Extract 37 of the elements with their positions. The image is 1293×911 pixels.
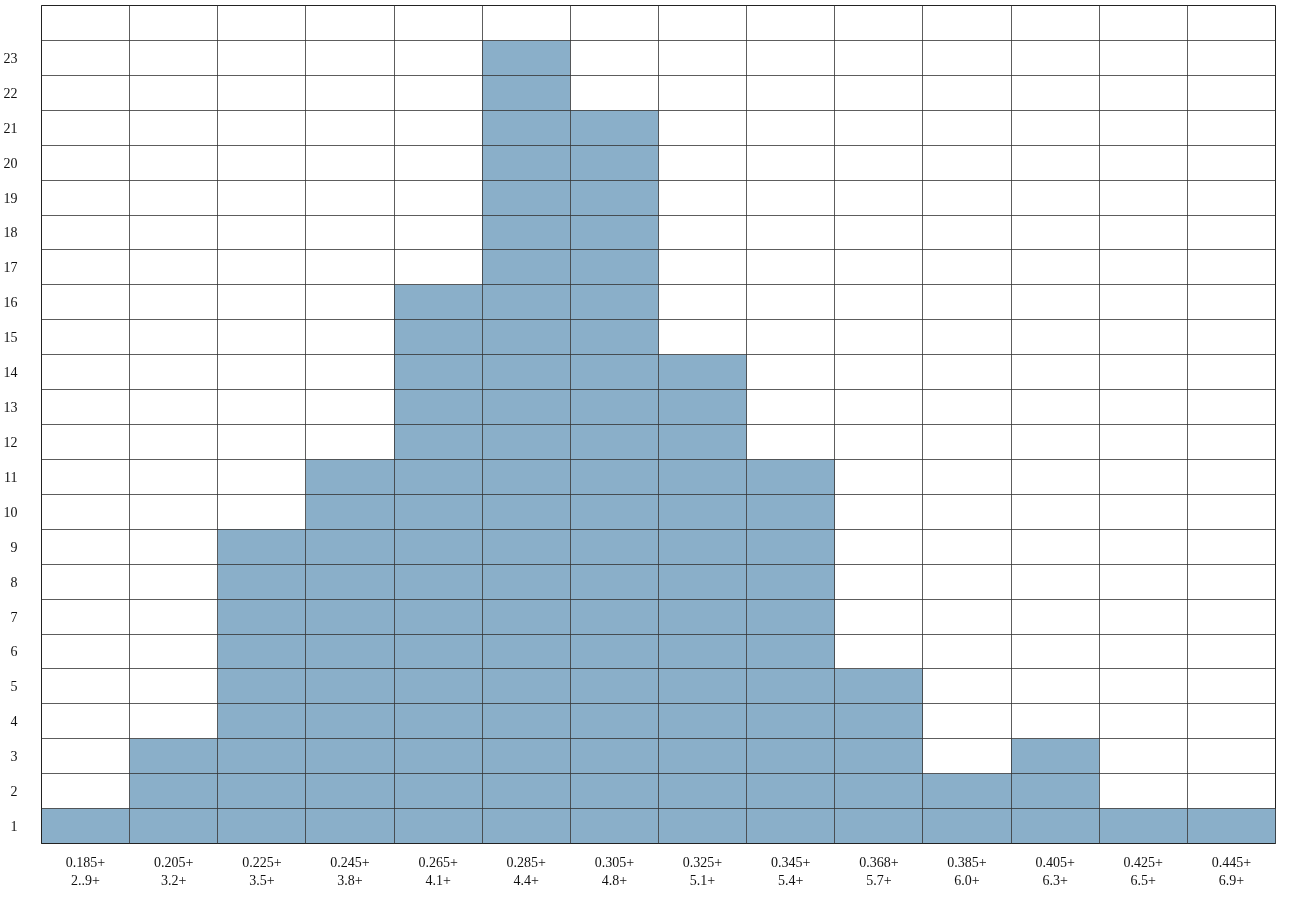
x-tick-label: 0.325+ 5.1+ [682,854,723,888]
y-tick-label: 5 [10,679,18,695]
y-tick-label: 19 [3,190,18,206]
x-tick-label: 0.265+ 4.1+ [418,854,458,888]
x-tick-label: 0.305+ 4.8+ [594,854,635,888]
x-tick-label: 0.368+ 5.7+ [859,854,899,888]
x-tick-label: 0.245+ 3.8+ [330,854,370,888]
y-tick-label: 8 [10,574,18,590]
y-tick-label: 18 [3,225,18,241]
x-tick-label: 0.405+ 6.3+ [1035,854,1075,888]
y-tick-label: 11 [4,469,18,485]
y-tick-label: 3 [10,749,18,765]
y-tick-label: 13 [3,400,18,416]
y-tick-label: 17 [3,260,18,276]
y-tick-label: 2 [10,784,18,800]
y-tick-label: 6 [10,644,18,660]
y-tick-label: 7 [10,609,18,625]
y-tick-label: 21 [3,120,18,136]
y-tick-label: 1 [10,819,18,835]
y-tick-label: 9 [10,539,18,555]
y-tick-label: 22 [3,85,18,101]
x-tick-label: 0.225+ 3.5+ [242,854,282,888]
x-tick-label: 0.285+ 4.4+ [506,854,547,888]
x-tick-label: 0.185+ 2..9+ [65,854,106,888]
y-tick-label: 23 [3,50,18,66]
x-tick-label: 0.345+ 5.4+ [771,854,811,888]
y-tick-label: 10 [3,504,18,520]
x-tick-label: 0.425+ 6.5+ [1123,854,1164,888]
x-tick-label: 0.445+ 6.9+ [1211,854,1252,888]
y-tick-label: 16 [3,295,18,311]
x-tick-label: 0.385+ 6.0+ [947,854,987,888]
y-tick-label: 4 [10,714,18,730]
y-tick-label: 15 [3,330,18,346]
y-tick-label: 12 [3,434,18,450]
y-tick-label: 14 [3,365,18,381]
y-tick-label: 20 [3,155,18,171]
x-tick-label: 0.205+ 3.2+ [154,854,194,888]
